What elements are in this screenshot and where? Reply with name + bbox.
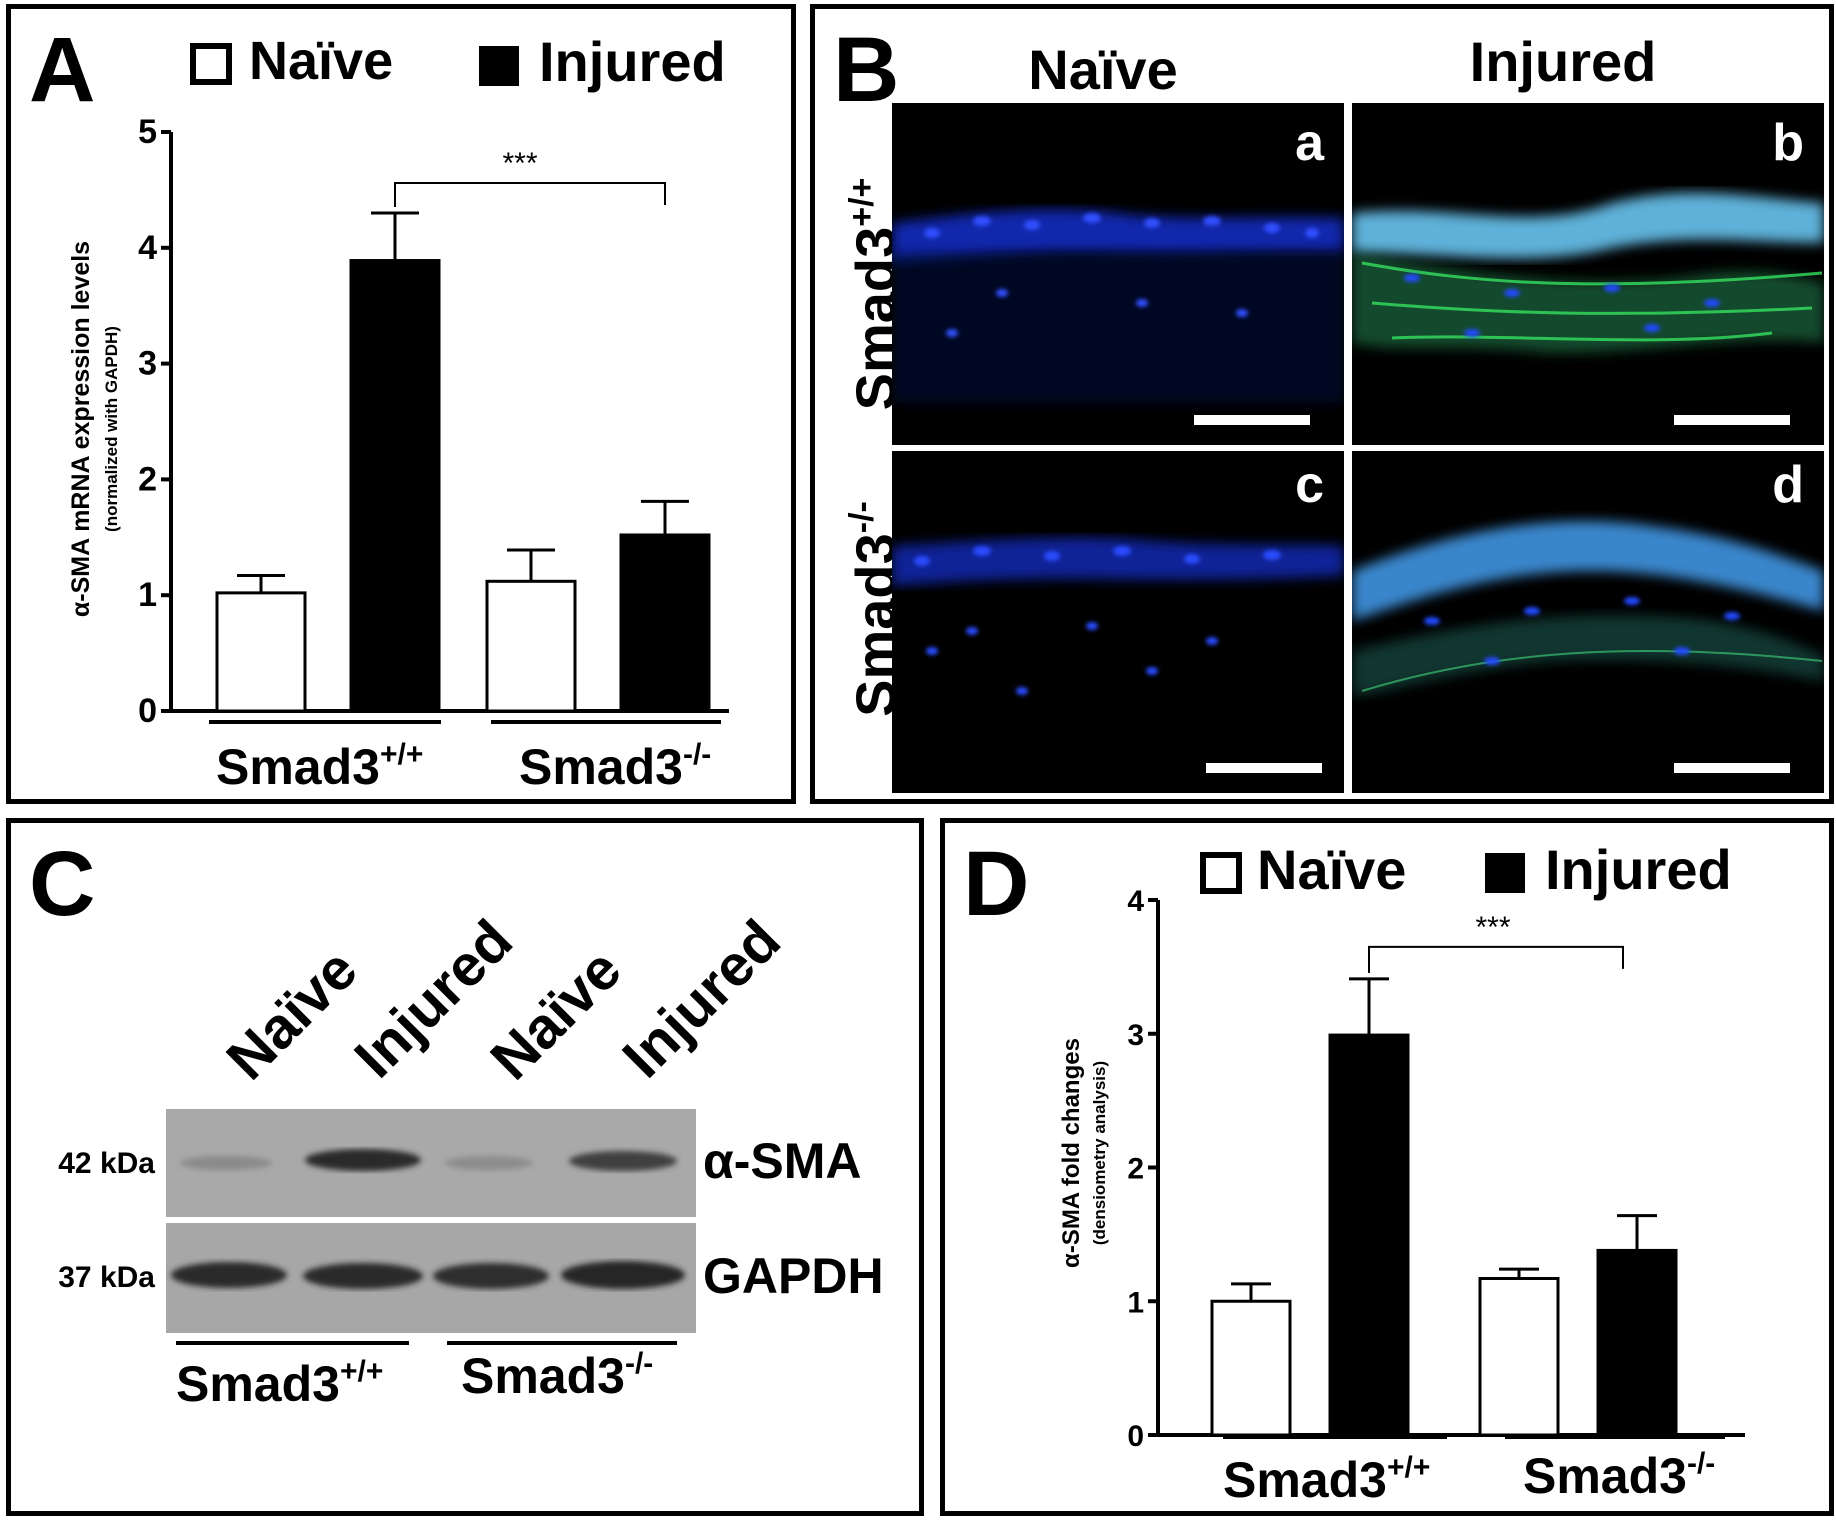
y-tick-label: 1 [138, 576, 157, 614]
scale-bar-b [1674, 415, 1790, 425]
y-tick-label: 2 [1127, 1153, 1144, 1186]
tile-label-b: b [1772, 114, 1804, 172]
scale-bar-d [1674, 763, 1790, 773]
y-tick-label: 4 [138, 229, 157, 267]
sma-bands [180, 1149, 677, 1171]
panel-a: A Naïve Injured α-SMA mRNA expression le… [6, 4, 796, 804]
micrograph-a: a [892, 103, 1344, 445]
y-axis-sublabel: (normalized with GAPDH) [102, 326, 121, 532]
significance-bracket [394, 182, 666, 208]
micrograph-d: d [1352, 451, 1824, 793]
y-axis-label-d: α-SMA fold changes [1058, 1038, 1085, 1268]
bar [1596, 1248, 1678, 1437]
panel-c-letter: C [29, 833, 95, 935]
y-tick-label: 0 [1127, 1420, 1144, 1453]
group-label-c-ko: Smad3-/- [461, 1347, 653, 1404]
bar [349, 259, 441, 713]
significance-stars: *** [502, 147, 537, 180]
micrograph-c: c [892, 451, 1344, 793]
tile-label-c: c [1295, 456, 1324, 514]
col-label-injured: Injured [1470, 30, 1657, 93]
legend-injured-label: Injured [539, 30, 726, 93]
lane-label-1: Naïve [214, 937, 369, 1092]
group-label-c-wt: Smad3+/+ [176, 1355, 383, 1412]
group-label-wt: Smad3+/+ [216, 738, 423, 795]
protein-label-gapdh: GAPDH [703, 1248, 884, 1304]
legend-injured-swatch [479, 46, 519, 86]
lane-label-4: Injured [610, 908, 793, 1091]
significance-stars: *** [1475, 911, 1510, 944]
kda-label-sma: 42 kDa [58, 1147, 155, 1180]
legend-naive-label: Naïve [249, 31, 393, 91]
bar [1328, 1033, 1410, 1437]
bar-chart-d: 0 1 2 3 4 *** [1127, 885, 1745, 1453]
legend-naive-swatch [190, 43, 232, 85]
micrograph-b: b [1352, 103, 1824, 445]
bar-chart-a: 0 1 2 3 4 5 *** [138, 113, 729, 730]
panel-d-letter: D [963, 833, 1029, 935]
scale-bar-c [1206, 763, 1322, 773]
panel-a-figure: A Naïve Injured α-SMA mRNA expression le… [29, 19, 729, 795]
bar [1478, 1277, 1560, 1437]
tile-label-a: a [1295, 114, 1324, 172]
bar [619, 533, 711, 713]
y-tick-label: 3 [138, 345, 157, 383]
group-label-d-ko: Smad3-/- [1523, 1447, 1715, 1504]
group-label-ko: Smad3-/- [519, 738, 711, 795]
panel-d-figure: D Naïve Injured α-SMA fold changes (dens… [963, 833, 1745, 1508]
panel-c-figure: C Naïve Injured Naïve Injured 42 kDa 37 … [29, 833, 884, 1412]
y-axis-sublabel-d: (densiometry analysis) [1090, 1061, 1109, 1245]
y-tick-label: 2 [138, 460, 157, 498]
bar [485, 579, 577, 713]
protein-label-sma: α-SMA [703, 1133, 862, 1189]
y-tick-label: 4 [1127, 885, 1144, 918]
gapdh-bands [171, 1261, 685, 1289]
legend-d-naive-swatch [1200, 852, 1242, 894]
y-tick-label: 3 [1127, 1019, 1144, 1052]
y-tick-label: 0 [138, 692, 157, 730]
kda-label-gapdh: 37 kDa [58, 1261, 155, 1294]
tile-label-d: d [1772, 456, 1804, 514]
panel-d: D Naïve Injured α-SMA fold changes (dens… [940, 818, 1834, 1516]
panel-c: C Naïve Injured Naïve Injured 42 kDa 37 … [6, 818, 924, 1516]
legend-d-injured-swatch [1485, 853, 1525, 893]
y-tick-label: 5 [138, 113, 157, 151]
bar [1210, 1299, 1292, 1437]
significance-bracket [1368, 945, 1624, 973]
y-tick-label: 1 [1127, 1286, 1144, 1319]
panel-b: B Naïve Injured Smad3+/+ Smad3-/- a [810, 4, 1834, 804]
group-label-d-wt: Smad3+/+ [1223, 1451, 1430, 1508]
legend-d-injured-label: Injured [1545, 838, 1732, 901]
panel-b-letter: B [833, 19, 899, 121]
col-label-naive: Naïve [1028, 38, 1177, 101]
bar [215, 591, 307, 713]
panel-a-letter: A [29, 19, 95, 121]
y-axis-label: α-SMA mRNA expression levels [67, 241, 95, 617]
legend-d-naive-label: Naïve [1257, 838, 1406, 901]
scale-bar-a [1194, 415, 1310, 425]
